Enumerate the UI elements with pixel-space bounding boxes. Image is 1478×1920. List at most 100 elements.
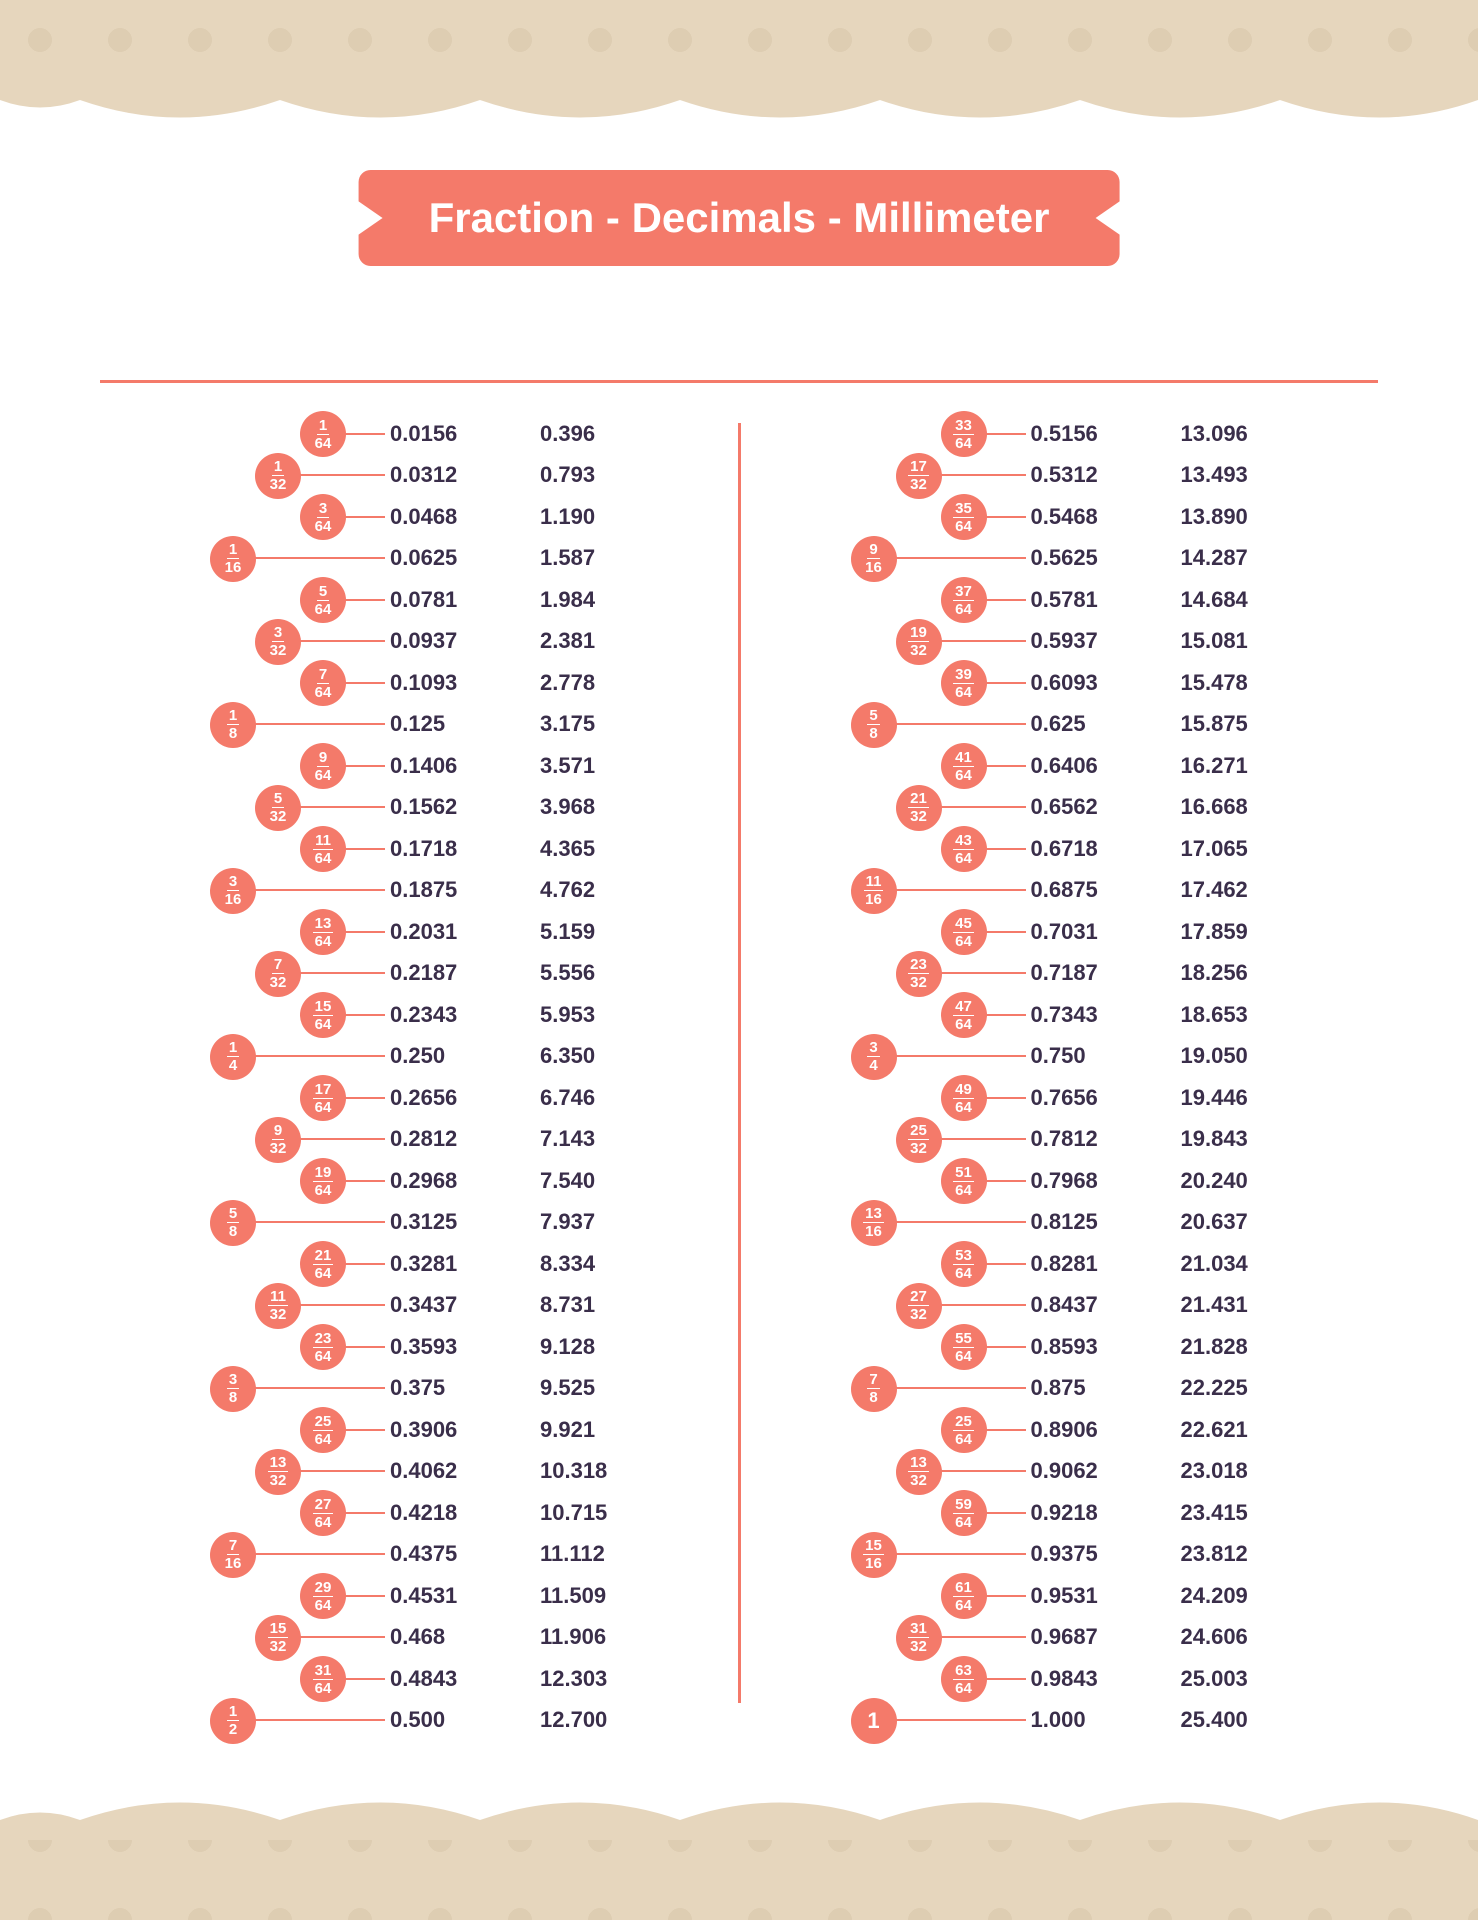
- table-row: 1320.03120.793: [160, 455, 738, 497]
- millimeter-value: 0.793: [540, 462, 595, 488]
- fraction-bubble: 4564: [941, 909, 987, 955]
- fraction-numerator: 19: [313, 1165, 334, 1182]
- fraction-bubble: 1764: [300, 1075, 346, 1121]
- table-row: 15320.46811.906: [160, 1617, 738, 1659]
- millimeter-value: 11.112: [540, 1541, 605, 1567]
- decimal-value: 0.0625: [390, 545, 457, 571]
- decimal-value: 0.5625: [1031, 545, 1098, 571]
- table-row: 7640.10932.778: [160, 662, 738, 704]
- fraction-numerator: 9: [867, 542, 879, 559]
- fraction-numerator: 1: [317, 418, 329, 435]
- millimeter-value: 21.828: [1181, 1334, 1248, 1360]
- table-row: 13160.812520.637: [801, 1202, 1379, 1244]
- millimeter-value: 1.984: [540, 587, 595, 613]
- fraction-bubble: 2732: [896, 1283, 942, 1329]
- millimeter-value: 17.859: [1181, 919, 1248, 945]
- fraction-bubble: 1564: [300, 992, 346, 1038]
- decimal-value: 0.7031: [1031, 919, 1098, 945]
- millimeter-value: 19.050: [1181, 1043, 1248, 1069]
- fraction-numerator: 3: [227, 1372, 239, 1389]
- decimal-value: 0.625: [1031, 711, 1086, 737]
- fraction-bubble: 732: [255, 951, 301, 997]
- millimeter-value: 11.906: [540, 1624, 606, 1650]
- decimal-value: 0.2812: [390, 1126, 457, 1152]
- fraction-denominator: 64: [955, 1099, 972, 1115]
- fraction-denominator: 64: [955, 850, 972, 866]
- table-row: 1640.01560.396: [160, 413, 738, 455]
- decimal-value: 0.7656: [1031, 1085, 1098, 1111]
- millimeter-value: 13.493: [1181, 462, 1248, 488]
- fraction-numerator: 33: [953, 418, 974, 435]
- fraction-bubble: 3364: [941, 411, 987, 457]
- fraction-bubble: 38: [210, 1366, 256, 1412]
- decimal-value: 0.9843: [1031, 1666, 1098, 1692]
- fraction-numerator: 31: [313, 1663, 334, 1680]
- millimeter-value: 13.890: [1181, 504, 1248, 530]
- fraction-numerator: 23: [908, 957, 929, 974]
- table-row: 59640.921823.415: [801, 1492, 1379, 1534]
- millimeter-value: 10.715: [540, 1500, 607, 1526]
- fraction-bubble: 1364: [300, 909, 346, 955]
- table-row: 9640.14063.571: [160, 745, 738, 787]
- fraction-bubble: 3964: [941, 660, 987, 706]
- fraction-denominator: 64: [315, 1016, 332, 1032]
- fraction-denominator: 64: [955, 1348, 972, 1364]
- decimal-value: 0.2031: [390, 919, 457, 945]
- fraction-numerator: 1: [227, 1704, 239, 1721]
- fraction-bubble: 4164: [941, 743, 987, 789]
- fraction-denominator: 32: [910, 974, 927, 990]
- table-row: 21640.32818.334: [160, 1243, 738, 1285]
- decimal-value: 0.9687: [1031, 1624, 1098, 1650]
- fraction-denominator: 16: [865, 891, 882, 907]
- fraction-bubble: 4364: [941, 826, 987, 872]
- fraction-numerator: 23: [313, 1331, 334, 1348]
- fraction-denominator: 64: [955, 1680, 972, 1696]
- fraction-denominator: 4: [229, 1057, 237, 1073]
- table-row: 17640.26566.746: [160, 1077, 738, 1119]
- millimeter-value: 14.287: [1181, 545, 1248, 571]
- millimeter-value: 20.637: [1181, 1209, 1248, 1235]
- millimeter-value: 3.968: [540, 794, 595, 820]
- millimeter-value: 24.606: [1181, 1624, 1248, 1650]
- fraction-bubble: 1964: [300, 1158, 346, 1204]
- fraction-denominator: 64: [955, 601, 972, 617]
- table-row: 15160.937523.812: [801, 1534, 1379, 1576]
- decimal-value: 0.1718: [390, 836, 457, 862]
- fraction-numerator: 7: [317, 667, 329, 684]
- fraction-numerator: 7: [272, 957, 284, 974]
- fraction-numerator: 9: [317, 750, 329, 767]
- millimeter-value: 7.143: [540, 1126, 595, 1152]
- fraction-bubble: 564: [300, 577, 346, 623]
- millimeter-value: 19.446: [1181, 1085, 1248, 1111]
- fraction-denominator: 64: [315, 933, 332, 949]
- fraction-denominator: 64: [315, 1265, 332, 1281]
- fraction-numerator: 13: [908, 1455, 929, 1472]
- millimeter-value: 1.190: [540, 504, 595, 530]
- fraction-denominator: 64: [315, 435, 332, 451]
- fraction-numerator: 3: [867, 1040, 879, 1057]
- decimal-value: 0.5468: [1031, 504, 1098, 530]
- fraction-numerator: 15: [863, 1538, 884, 1555]
- decimal-value: 0.125: [390, 711, 445, 737]
- fraction-denominator: 64: [315, 1348, 332, 1364]
- table-row: 23320.718718.256: [801, 953, 1379, 995]
- millimeter-value: 9.128: [540, 1334, 595, 1360]
- millimeter-value: 16.668: [1181, 794, 1248, 820]
- fraction-numerator: 3: [272, 625, 284, 642]
- fraction-numerator: 7: [227, 1538, 239, 1555]
- fraction-bubble: 2564: [300, 1407, 346, 1453]
- decimal-value: 0.8593: [1031, 1334, 1098, 1360]
- table-row: 25640.890622.621: [801, 1409, 1379, 1451]
- decimal-value: 0.7812: [1031, 1126, 1098, 1152]
- decimal-value: 0.0156: [390, 421, 457, 447]
- fraction-denominator: 64: [315, 684, 332, 700]
- fraction-bubble: 5164: [941, 1158, 987, 1204]
- fraction-bubble: 2164: [300, 1241, 346, 1287]
- millimeter-value: 21.431: [1181, 1292, 1248, 1318]
- decimal-value: 0.5156: [1031, 421, 1098, 447]
- fraction-bubble: 964: [300, 743, 346, 789]
- decimal-value: 0.1875: [390, 877, 457, 903]
- table-row: 5320.15623.968: [160, 787, 738, 829]
- decimal-value: 0.6093: [1031, 670, 1098, 696]
- millimeter-value: 23.812: [1181, 1541, 1248, 1567]
